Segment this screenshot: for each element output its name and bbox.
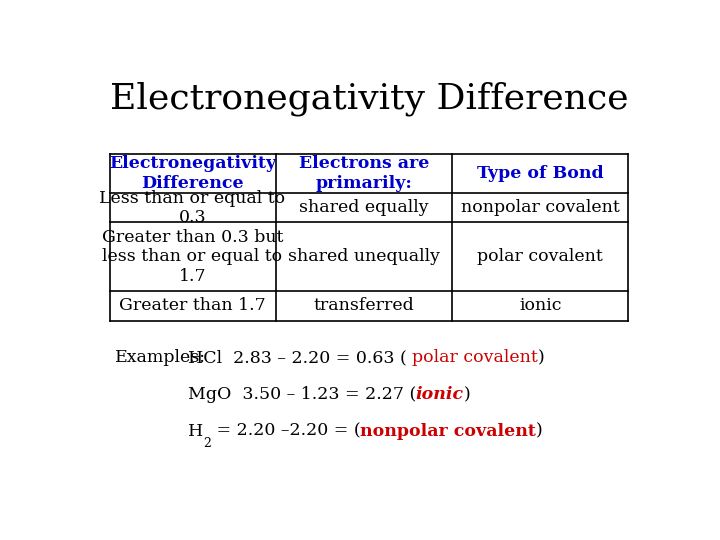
Text: ): ) xyxy=(538,349,544,367)
Text: Electrons are
primarily:: Electrons are primarily: xyxy=(299,156,429,192)
Text: HCl  2.83 – 2.20 = 0.63 (: HCl 2.83 – 2.20 = 0.63 ( xyxy=(188,349,412,367)
Text: 2: 2 xyxy=(203,437,211,450)
Text: shared equally: shared equally xyxy=(299,199,428,217)
Text: H: H xyxy=(188,423,203,440)
Text: = 2.20 –2.20 = (: = 2.20 –2.20 = ( xyxy=(211,423,361,440)
Text: ): ) xyxy=(464,386,471,403)
Text: polar covalent: polar covalent xyxy=(412,349,538,367)
Text: nonpolar covalent: nonpolar covalent xyxy=(461,199,620,217)
Text: ): ) xyxy=(536,423,543,440)
Text: shared unequally: shared unequally xyxy=(288,248,440,265)
Text: MgO  3.50 – 1.23 = 2.27 (: MgO 3.50 – 1.23 = 2.27 ( xyxy=(188,386,416,403)
Text: ionic: ionic xyxy=(519,298,562,314)
Text: Electronegativity Difference: Electronegativity Difference xyxy=(109,82,629,116)
Text: ionic: ionic xyxy=(416,386,464,403)
Text: Examples:: Examples: xyxy=(115,349,206,367)
Text: polar covalent: polar covalent xyxy=(477,248,603,265)
Text: nonpolar covalent: nonpolar covalent xyxy=(361,423,536,440)
Text: Type of Bond: Type of Bond xyxy=(477,165,603,182)
Text: Greater than 0.3 but
less than or equal to
1.7: Greater than 0.3 but less than or equal … xyxy=(102,229,283,285)
Text: transferred: transferred xyxy=(313,298,414,314)
Text: Greater than 1.7: Greater than 1.7 xyxy=(120,298,266,314)
Text: Less than or equal to
0.3: Less than or equal to 0.3 xyxy=(99,190,286,226)
Text: Electronegativity
Difference: Electronegativity Difference xyxy=(109,156,276,192)
